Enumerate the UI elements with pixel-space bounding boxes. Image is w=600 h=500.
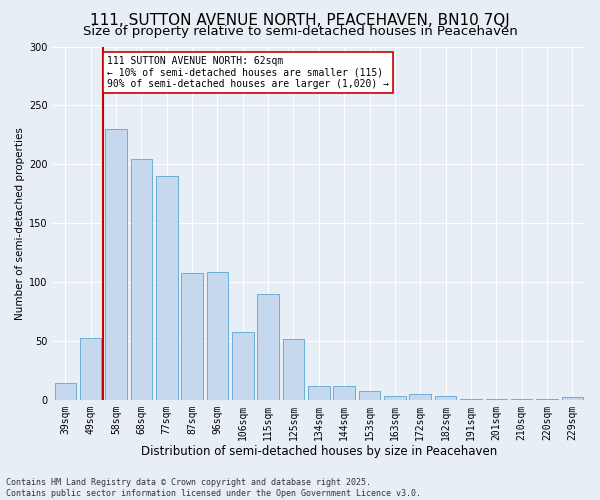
Text: Contains HM Land Registry data © Crown copyright and database right 2025.
Contai: Contains HM Land Registry data © Crown c… — [6, 478, 421, 498]
Y-axis label: Number of semi-detached properties: Number of semi-detached properties — [15, 127, 25, 320]
Bar — [511, 399, 532, 400]
Text: 111, SUTTON AVENUE NORTH, PEACEHAVEN, BN10 7QJ: 111, SUTTON AVENUE NORTH, PEACEHAVEN, BN… — [90, 12, 510, 28]
Bar — [536, 399, 558, 400]
Bar — [308, 386, 329, 400]
Bar — [435, 396, 457, 400]
Bar — [384, 396, 406, 400]
Bar — [181, 273, 203, 400]
Bar — [232, 332, 254, 400]
Bar — [334, 386, 355, 400]
Text: Size of property relative to semi-detached houses in Peacehaven: Size of property relative to semi-detach… — [83, 25, 517, 38]
Bar — [359, 391, 380, 400]
Bar — [409, 394, 431, 400]
Bar — [283, 339, 304, 400]
Bar — [131, 158, 152, 400]
X-axis label: Distribution of semi-detached houses by size in Peacehaven: Distribution of semi-detached houses by … — [141, 444, 497, 458]
Bar — [485, 399, 507, 400]
Bar — [206, 272, 228, 400]
Bar — [55, 382, 76, 400]
Bar — [80, 338, 101, 400]
Bar — [257, 294, 279, 400]
Bar — [156, 176, 178, 400]
Bar — [460, 399, 482, 400]
Bar — [105, 129, 127, 400]
Text: 111 SUTTON AVENUE NORTH: 62sqm
← 10% of semi-detached houses are smaller (115)
9: 111 SUTTON AVENUE NORTH: 62sqm ← 10% of … — [107, 56, 389, 89]
Bar — [562, 396, 583, 400]
